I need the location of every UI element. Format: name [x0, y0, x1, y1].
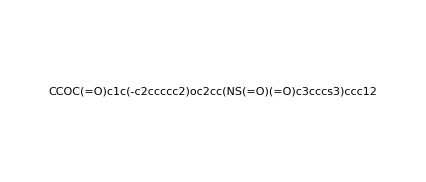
Text: CCOC(=O)c1c(-c2ccccc2)oc2cc(NS(=O)(=O)c3cccs3)ccc12: CCOC(=O)c1c(-c2ccccc2)oc2cc(NS(=O)(=O)c3…	[49, 86, 377, 96]
